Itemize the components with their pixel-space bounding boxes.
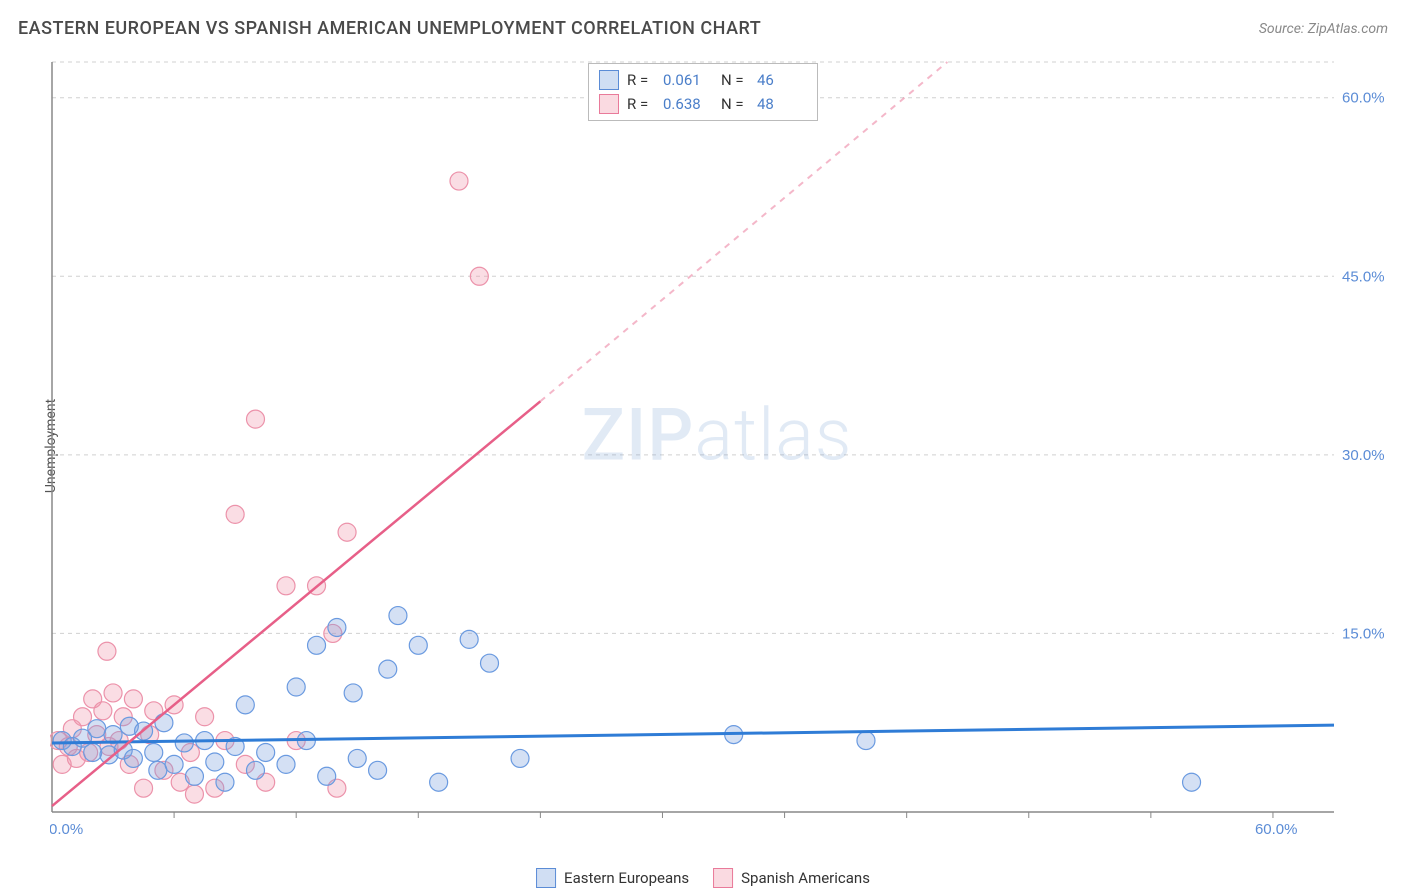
svg-text:60.0%: 60.0% [1255, 821, 1298, 838]
header: EASTERN EUROPEAN VS SPANISH AMERICAN UNE… [18, 18, 1388, 39]
n-value: 48 [757, 95, 807, 113]
legend-item-pink: Spanish Americans [713, 868, 870, 888]
legend-item-blue: Eastern Europeans [536, 868, 689, 888]
r-value: 0.638 [663, 95, 713, 113]
correlation-legend: R = 0.061 N = 46 R = 0.638 N = 48 [588, 63, 818, 121]
r-label: R = [627, 71, 655, 89]
series-legend: Eastern Europeans Spanish Americans [536, 868, 870, 888]
svg-text:15.0%: 15.0% [1342, 625, 1384, 642]
svg-text:0.0%: 0.0% [50, 821, 83, 838]
r-label: R = [627, 95, 655, 113]
legend-label: Eastern Europeans [564, 869, 689, 887]
scatter-plot-svg: 15.0% 30.0% 45.0% 60.0% 0.0% 60.0% [50, 60, 1384, 842]
chart-container: EASTERN EUROPEAN VS SPANISH AMERICAN UNE… [0, 0, 1406, 892]
n-label: N = [721, 95, 749, 113]
svg-text:60.0%: 60.0% [1342, 90, 1384, 107]
legend-row-pink: R = 0.638 N = 48 [599, 92, 807, 116]
legend-row-blue: R = 0.061 N = 46 [599, 68, 807, 92]
swatch-pink [599, 94, 619, 114]
n-value: 46 [757, 71, 807, 89]
swatch-blue [599, 70, 619, 90]
n-label: N = [721, 71, 749, 89]
swatch-pink [713, 868, 733, 888]
svg-text:45.0%: 45.0% [1342, 268, 1384, 285]
chart-plot-area: ZIPatlas 15.0%30.0%45.0%60.0%0.0%60.0% [50, 60, 1384, 842]
chart-title: EASTERN EUROPEAN VS SPANISH AMERICAN UNE… [18, 18, 761, 39]
source-attribution: Source: ZipAtlas.com [1259, 21, 1388, 37]
legend-label: Spanish Americans [741, 869, 870, 887]
swatch-blue [536, 868, 556, 888]
svg-text:30.0%: 30.0% [1342, 447, 1384, 464]
r-value: 0.061 [663, 71, 713, 89]
